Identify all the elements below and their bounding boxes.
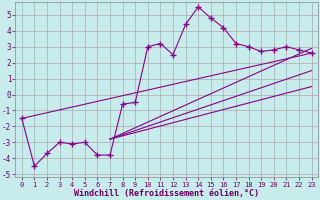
X-axis label: Windchill (Refroidissement éolien,°C): Windchill (Refroidissement éolien,°C) <box>74 189 259 198</box>
